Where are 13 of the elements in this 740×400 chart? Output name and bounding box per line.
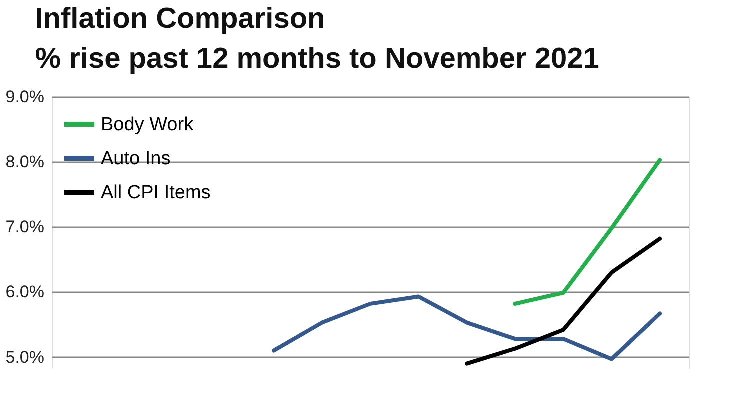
line-series: [272, 294, 662, 362]
y-tick-label: 5.0%: [6, 348, 44, 367]
legend-label: Auto Ins: [101, 148, 171, 170]
y-tick-label: 6.0%: [6, 282, 44, 302]
line-series: [465, 236, 662, 366]
legend-label: All CPI Items: [101, 182, 211, 204]
line-series: [513, 158, 662, 306]
y-tick-label: 9.0%: [6, 88, 44, 106]
y-tick-label: 7.0%: [6, 218, 44, 237]
text: % rise past 12 months to November 2021: [35, 43, 600, 75]
legend-label: Body Work: [101, 114, 194, 136]
y-tick-label: 8.0%: [6, 152, 44, 172]
text: Inflation Comparison: [35, 3, 326, 35]
